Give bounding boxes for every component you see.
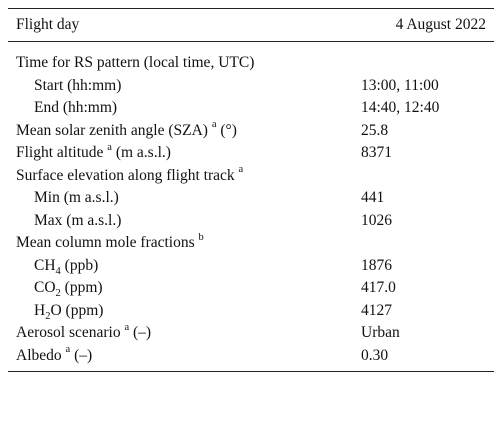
albedo-label: Albedo bbox=[16, 346, 62, 364]
surface-min-value: 441 bbox=[361, 189, 385, 206]
surface-label: Surface elevation along flight track bbox=[16, 166, 235, 184]
flight-parameters-table: Flight day 4 August 2022 Time for RS pat… bbox=[8, 8, 494, 372]
ch4-base: CH bbox=[34, 256, 56, 274]
aerosol-label-cell: Aerosol scenario a (–) bbox=[16, 322, 151, 345]
sza-unit: (°) bbox=[220, 121, 237, 139]
header-value: 4 August 2022 bbox=[395, 16, 486, 33]
surface-min-row: Min (m a.s.l.) 441 bbox=[8, 187, 494, 210]
altitude-unit: (m a.s.l.) bbox=[115, 144, 171, 161]
albedo-note: a bbox=[65, 344, 71, 356]
surface-note: a bbox=[238, 164, 244, 176]
h2o-sub: 2 bbox=[45, 310, 51, 322]
aerosol-row: Aerosol scenario a (–) Urban bbox=[8, 322, 494, 345]
end-label: End (hh:mm) bbox=[34, 99, 118, 116]
ch4-value: 1876 bbox=[361, 256, 392, 274]
h2o-base: H bbox=[34, 301, 46, 319]
ch4-label-cell: CH4 (ppb) bbox=[34, 255, 98, 278]
albedo-label-cell: Albedo a (–) bbox=[16, 345, 92, 368]
header-rule bbox=[8, 41, 494, 42]
albedo-value: 0.30 bbox=[361, 346, 389, 364]
surface-row: Surface elevation along flight track a bbox=[8, 165, 494, 188]
start-value: 13:00, 11:00 bbox=[361, 76, 439, 94]
co2-row: CO2 (ppm) 417.0 bbox=[8, 277, 494, 300]
co2-sub: 2 bbox=[55, 288, 61, 300]
column-row: Mean column mole fractions b bbox=[8, 232, 494, 255]
co2-value: 417.0 bbox=[361, 279, 396, 296]
header-row: Flight day 4 August 2022 bbox=[8, 9, 494, 41]
time-section-row: Time for RS pattern (local time, UTC) bbox=[8, 52, 494, 75]
end-row: End (hh:mm) 14:40, 12:40 bbox=[8, 97, 494, 120]
aerosol-unit: (–) bbox=[133, 324, 152, 341]
altitude-label-cell: Flight altitude a (m a.s.l.) bbox=[16, 142, 171, 165]
aerosol-note: a bbox=[124, 321, 130, 333]
surface-max-row: Max (m a.s.l.) 1026 bbox=[8, 210, 494, 233]
sza-row: Mean solar zenith angle (SZA) a (°) 25.8 bbox=[8, 120, 494, 143]
altitude-row: Flight altitude a (m a.s.l.) 8371 bbox=[8, 142, 494, 165]
sza-label: Mean solar zenith angle (SZA) bbox=[16, 121, 208, 139]
column-label: Mean column mole fractions bbox=[16, 234, 195, 251]
surface-max-value: 1026 bbox=[361, 211, 392, 229]
sza-label-cell: Mean solar zenith angle (SZA) a (°) bbox=[16, 120, 237, 143]
surface-max-label: Max (m a.s.l.) bbox=[34, 211, 122, 229]
start-label: Start (hh:mm) bbox=[34, 76, 122, 94]
ch4-unit: (ppb) bbox=[64, 256, 99, 274]
sza-note: a bbox=[211, 119, 217, 131]
surface-min-label: Min (m a.s.l.) bbox=[34, 189, 119, 206]
albedo-unit: (–) bbox=[74, 346, 93, 364]
bottom-rule bbox=[8, 371, 494, 372]
h2o-value: 4127 bbox=[361, 301, 392, 319]
ch4-row: CH4 (ppb) 1876 bbox=[8, 255, 494, 278]
h2o-label-cell: H2O (ppm) bbox=[34, 300, 103, 323]
albedo-row: Albedo a (–) 0.30 bbox=[8, 345, 494, 368]
start-row: Start (hh:mm) 13:00, 11:00 bbox=[8, 75, 494, 98]
end-value: 14:40, 12:40 bbox=[361, 99, 440, 116]
aerosol-label: Aerosol scenario bbox=[16, 324, 121, 341]
co2-label-cell: CO2 (ppm) bbox=[34, 277, 103, 300]
co2-base: CO bbox=[34, 279, 56, 296]
surface-label-cell: Surface elevation along flight track a bbox=[16, 165, 243, 188]
sza-value: 25.8 bbox=[361, 121, 389, 139]
altitude-label: Flight altitude bbox=[16, 144, 104, 161]
h2o-unit: (ppm) bbox=[65, 301, 104, 319]
column-note: b bbox=[198, 231, 204, 243]
ch4-sub: 4 bbox=[55, 265, 61, 277]
aerosol-value: Urban bbox=[361, 324, 400, 341]
column-label-cell: Mean column mole fractions b bbox=[16, 232, 204, 255]
time-section-label: Time for RS pattern (local time, UTC) bbox=[16, 54, 255, 71]
altitude-note: a bbox=[107, 141, 112, 153]
top-rule bbox=[8, 8, 494, 9]
header-label: Flight day bbox=[16, 16, 80, 33]
h2o-row: H2O (ppm) 4127 bbox=[8, 300, 494, 323]
h2o-rest: O bbox=[50, 301, 62, 319]
co2-unit: (ppm) bbox=[64, 279, 103, 296]
altitude-value: 8371 bbox=[361, 144, 392, 161]
